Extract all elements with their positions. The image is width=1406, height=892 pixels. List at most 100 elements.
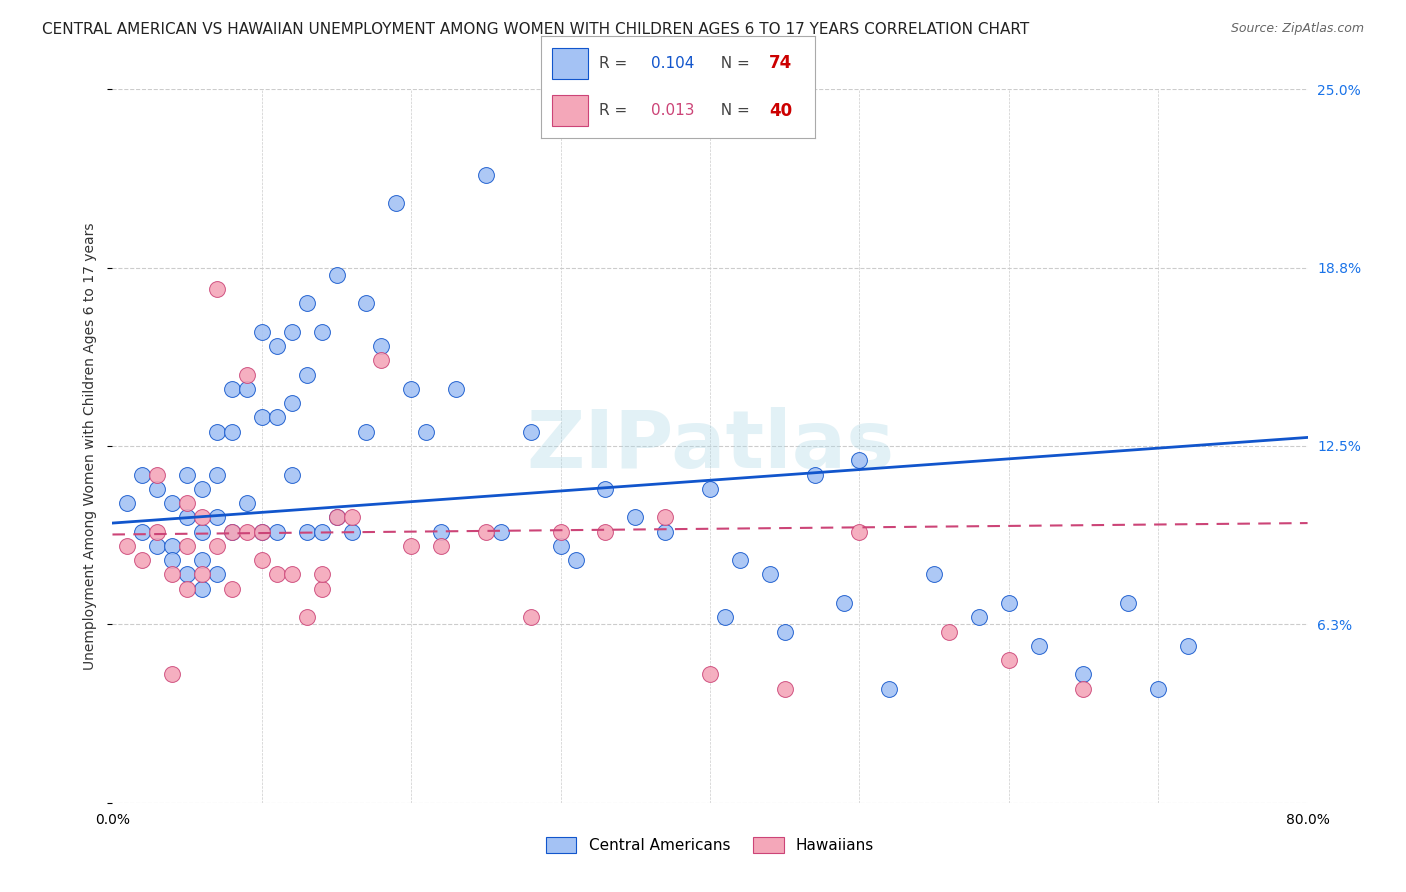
Point — [250, 325, 273, 339]
Point — [834, 596, 856, 610]
Point — [117, 539, 139, 553]
Point — [922, 567, 945, 582]
Point — [370, 339, 392, 353]
Text: 0.104: 0.104 — [651, 56, 695, 70]
Point — [191, 567, 214, 582]
Point — [295, 296, 318, 310]
Point — [773, 681, 796, 696]
Point — [340, 524, 363, 539]
Point — [773, 624, 796, 639]
Point — [146, 467, 169, 482]
Point — [759, 567, 782, 582]
Point — [430, 539, 453, 553]
Point — [654, 524, 676, 539]
Point — [295, 368, 318, 382]
Point — [520, 425, 543, 439]
Point — [415, 425, 437, 439]
Point — [176, 582, 198, 596]
Point — [1147, 681, 1170, 696]
Point — [444, 382, 467, 396]
Point — [489, 524, 512, 539]
Point — [848, 453, 870, 467]
Legend: Central Americans, Hawaiians: Central Americans, Hawaiians — [540, 831, 880, 859]
Point — [131, 467, 153, 482]
Point — [295, 610, 318, 624]
Bar — [553, 95, 588, 126]
Point — [162, 496, 183, 510]
Point — [221, 425, 243, 439]
Point — [176, 510, 198, 524]
Point — [266, 339, 288, 353]
Point — [221, 524, 243, 539]
Point — [191, 482, 214, 496]
Text: R =: R = — [599, 56, 633, 70]
Text: 0.013: 0.013 — [651, 103, 695, 118]
Point — [714, 610, 737, 624]
Point — [325, 268, 347, 282]
Point — [146, 482, 169, 496]
Point — [356, 296, 378, 310]
Point — [1028, 639, 1050, 653]
Point — [162, 553, 183, 567]
Point — [221, 524, 243, 539]
Point — [221, 582, 243, 596]
Point — [550, 524, 572, 539]
Point — [146, 524, 169, 539]
Point — [550, 539, 572, 553]
Text: N =: N = — [711, 103, 755, 118]
Point — [205, 425, 228, 439]
Point — [191, 553, 214, 567]
Point — [564, 553, 586, 567]
Point — [311, 567, 333, 582]
Point — [624, 510, 647, 524]
Point — [176, 539, 198, 553]
Point — [146, 539, 169, 553]
Point — [998, 653, 1021, 667]
Point — [162, 539, 183, 553]
Point — [520, 610, 543, 624]
Point — [595, 524, 617, 539]
Point — [191, 524, 214, 539]
Point — [117, 496, 139, 510]
Point — [205, 282, 228, 296]
Point — [311, 524, 333, 539]
Point — [879, 681, 901, 696]
Point — [236, 382, 259, 396]
Y-axis label: Unemployment Among Women with Children Ages 6 to 17 years: Unemployment Among Women with Children A… — [83, 222, 97, 670]
Point — [325, 510, 347, 524]
Text: R =: R = — [599, 103, 633, 118]
Point — [1177, 639, 1199, 653]
Text: CENTRAL AMERICAN VS HAWAIIAN UNEMPLOYMENT AMONG WOMEN WITH CHILDREN AGES 6 TO 17: CENTRAL AMERICAN VS HAWAIIAN UNEMPLOYMEN… — [42, 22, 1029, 37]
Point — [250, 524, 273, 539]
Point — [162, 567, 183, 582]
Point — [205, 467, 228, 482]
Point — [356, 425, 378, 439]
Point — [131, 524, 153, 539]
Point — [281, 567, 304, 582]
Point — [176, 496, 198, 510]
Point — [803, 467, 825, 482]
Point — [595, 482, 617, 496]
Point — [340, 510, 363, 524]
Point — [281, 325, 304, 339]
Text: ZIPatlas: ZIPatlas — [526, 407, 894, 485]
Point — [176, 467, 198, 482]
Point — [370, 353, 392, 368]
Bar — [553, 48, 588, 78]
Point — [1118, 596, 1140, 610]
Point — [266, 567, 288, 582]
Point — [205, 567, 228, 582]
Point — [131, 553, 153, 567]
Point — [848, 524, 870, 539]
Text: Source: ZipAtlas.com: Source: ZipAtlas.com — [1230, 22, 1364, 36]
Point — [250, 553, 273, 567]
Point — [325, 510, 347, 524]
Point — [475, 168, 498, 182]
Point — [236, 524, 259, 539]
Point — [430, 524, 453, 539]
Point — [699, 667, 721, 681]
Text: N =: N = — [711, 56, 755, 70]
Point — [205, 539, 228, 553]
Point — [654, 510, 676, 524]
Point — [401, 539, 423, 553]
